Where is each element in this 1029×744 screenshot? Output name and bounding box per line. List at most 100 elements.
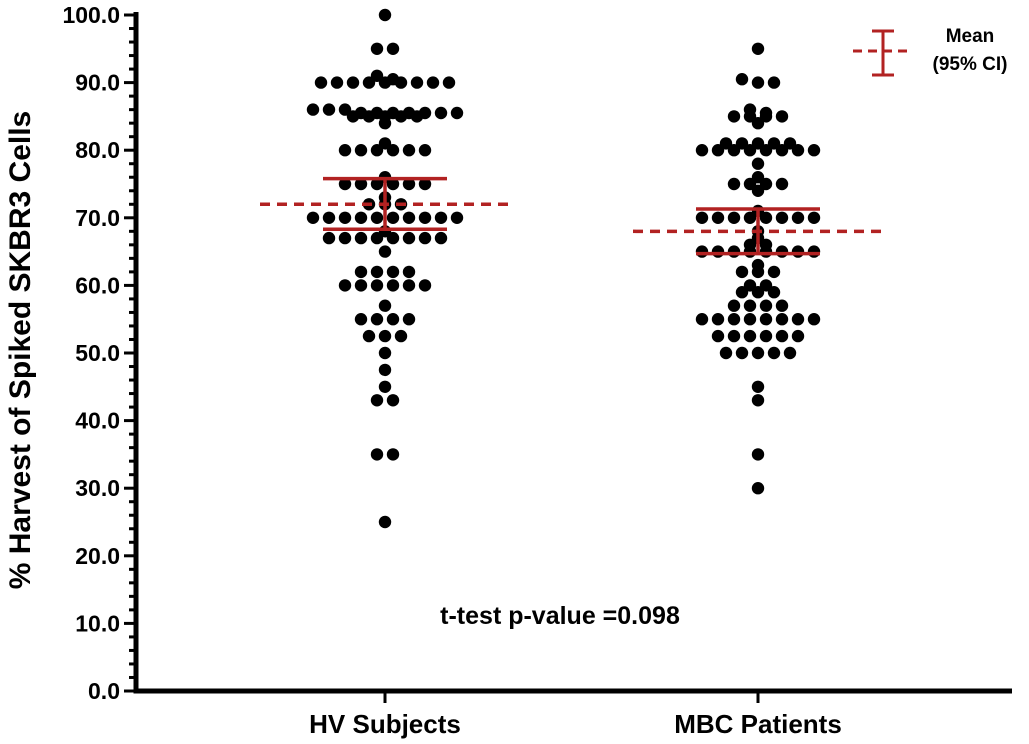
data-point xyxy=(743,245,757,258)
data-point xyxy=(775,299,789,312)
data-point xyxy=(751,117,765,130)
y-tick-label: 100.0 xyxy=(62,2,120,28)
data-point xyxy=(695,245,709,258)
data-point xyxy=(378,380,392,393)
data-point xyxy=(426,76,440,89)
data-point xyxy=(775,245,789,258)
data-point xyxy=(402,313,416,326)
data-point xyxy=(338,279,352,292)
data-point xyxy=(418,279,432,292)
y-tick-label: 60.0 xyxy=(75,272,120,298)
data-point xyxy=(807,313,821,326)
data-point xyxy=(378,8,392,22)
data-point xyxy=(362,110,376,123)
data-point xyxy=(775,144,789,157)
data-point xyxy=(711,329,725,343)
data-point xyxy=(354,279,368,292)
data-point xyxy=(735,265,749,279)
data-point xyxy=(322,103,336,116)
data-point xyxy=(306,211,320,224)
data-point xyxy=(402,144,416,157)
data-point xyxy=(386,211,400,224)
data-point xyxy=(767,76,781,89)
data-point xyxy=(434,231,448,245)
data-point xyxy=(338,231,352,245)
y-axis-title: % Harvest of Spiked SKBR3 Cells xyxy=(4,111,37,590)
data-point xyxy=(346,76,360,89)
data-point xyxy=(807,211,821,224)
data-point xyxy=(791,211,805,224)
data-point xyxy=(410,76,424,89)
data-point xyxy=(442,76,456,89)
axes xyxy=(133,12,1012,694)
x-axis-ticks: HV Subjects MBC Patients xyxy=(309,691,842,739)
data-point xyxy=(767,286,781,299)
data-point xyxy=(394,110,408,123)
y-tick-label: 50.0 xyxy=(75,340,120,366)
data-point xyxy=(378,245,392,258)
data-point xyxy=(775,329,789,343)
data-point xyxy=(386,394,400,407)
data-point xyxy=(807,245,821,258)
data-point xyxy=(378,117,392,130)
data-point xyxy=(386,231,400,245)
data-point xyxy=(727,211,741,224)
y-tick-label: 40.0 xyxy=(75,408,120,434)
data-point xyxy=(394,329,408,343)
data-point xyxy=(354,265,368,279)
data-point xyxy=(346,110,360,123)
data-point xyxy=(791,245,805,258)
data-point xyxy=(711,245,725,258)
data-point xyxy=(751,76,765,89)
data-point xyxy=(378,299,392,312)
data-point xyxy=(386,448,400,461)
data-point xyxy=(727,313,741,326)
data-point xyxy=(370,313,384,326)
data-point xyxy=(322,231,336,245)
data-point xyxy=(695,211,709,224)
data-point xyxy=(402,231,416,245)
data-point xyxy=(727,299,741,312)
data-point xyxy=(378,515,392,529)
data-point xyxy=(370,279,384,292)
data-point xyxy=(751,286,765,299)
data-point xyxy=(386,177,400,191)
data-point xyxy=(394,76,408,89)
data-point xyxy=(338,144,352,157)
data-point xyxy=(370,231,384,245)
y-tick-label: 10.0 xyxy=(75,610,120,636)
y-axis-ticks: 0.0 10.0 20.0 30.0 40.0 50.0 60.0 70.0 80.0 90.0 1… xyxy=(62,2,136,704)
data-point xyxy=(791,313,805,326)
data-point xyxy=(751,157,765,170)
data-point xyxy=(418,177,432,191)
data-point xyxy=(759,245,773,258)
data-point xyxy=(751,346,765,360)
data-point xyxy=(743,329,757,343)
data-point xyxy=(751,42,765,55)
data-point xyxy=(402,211,416,224)
data-point xyxy=(354,144,368,157)
data-point xyxy=(751,265,765,279)
data-point xyxy=(306,103,320,116)
data-point xyxy=(735,346,749,360)
data-point xyxy=(719,346,733,360)
data-point xyxy=(402,279,416,292)
x-category-label: HV Subjects xyxy=(309,709,461,739)
data-point xyxy=(418,211,432,224)
data-point xyxy=(767,265,781,279)
data-point xyxy=(767,346,781,360)
data-point xyxy=(370,177,384,191)
data-point xyxy=(370,144,384,157)
data-point xyxy=(743,313,757,326)
data-point xyxy=(410,110,424,123)
data-point xyxy=(450,211,464,224)
data-point xyxy=(735,286,749,299)
data-point xyxy=(386,265,400,279)
data-point xyxy=(378,76,392,89)
y-tick-label: 80.0 xyxy=(75,137,120,163)
data-point xyxy=(354,211,368,224)
data-point xyxy=(727,177,741,191)
legend-label-ci: (95% CI) xyxy=(933,54,1008,75)
data-point xyxy=(695,144,709,157)
